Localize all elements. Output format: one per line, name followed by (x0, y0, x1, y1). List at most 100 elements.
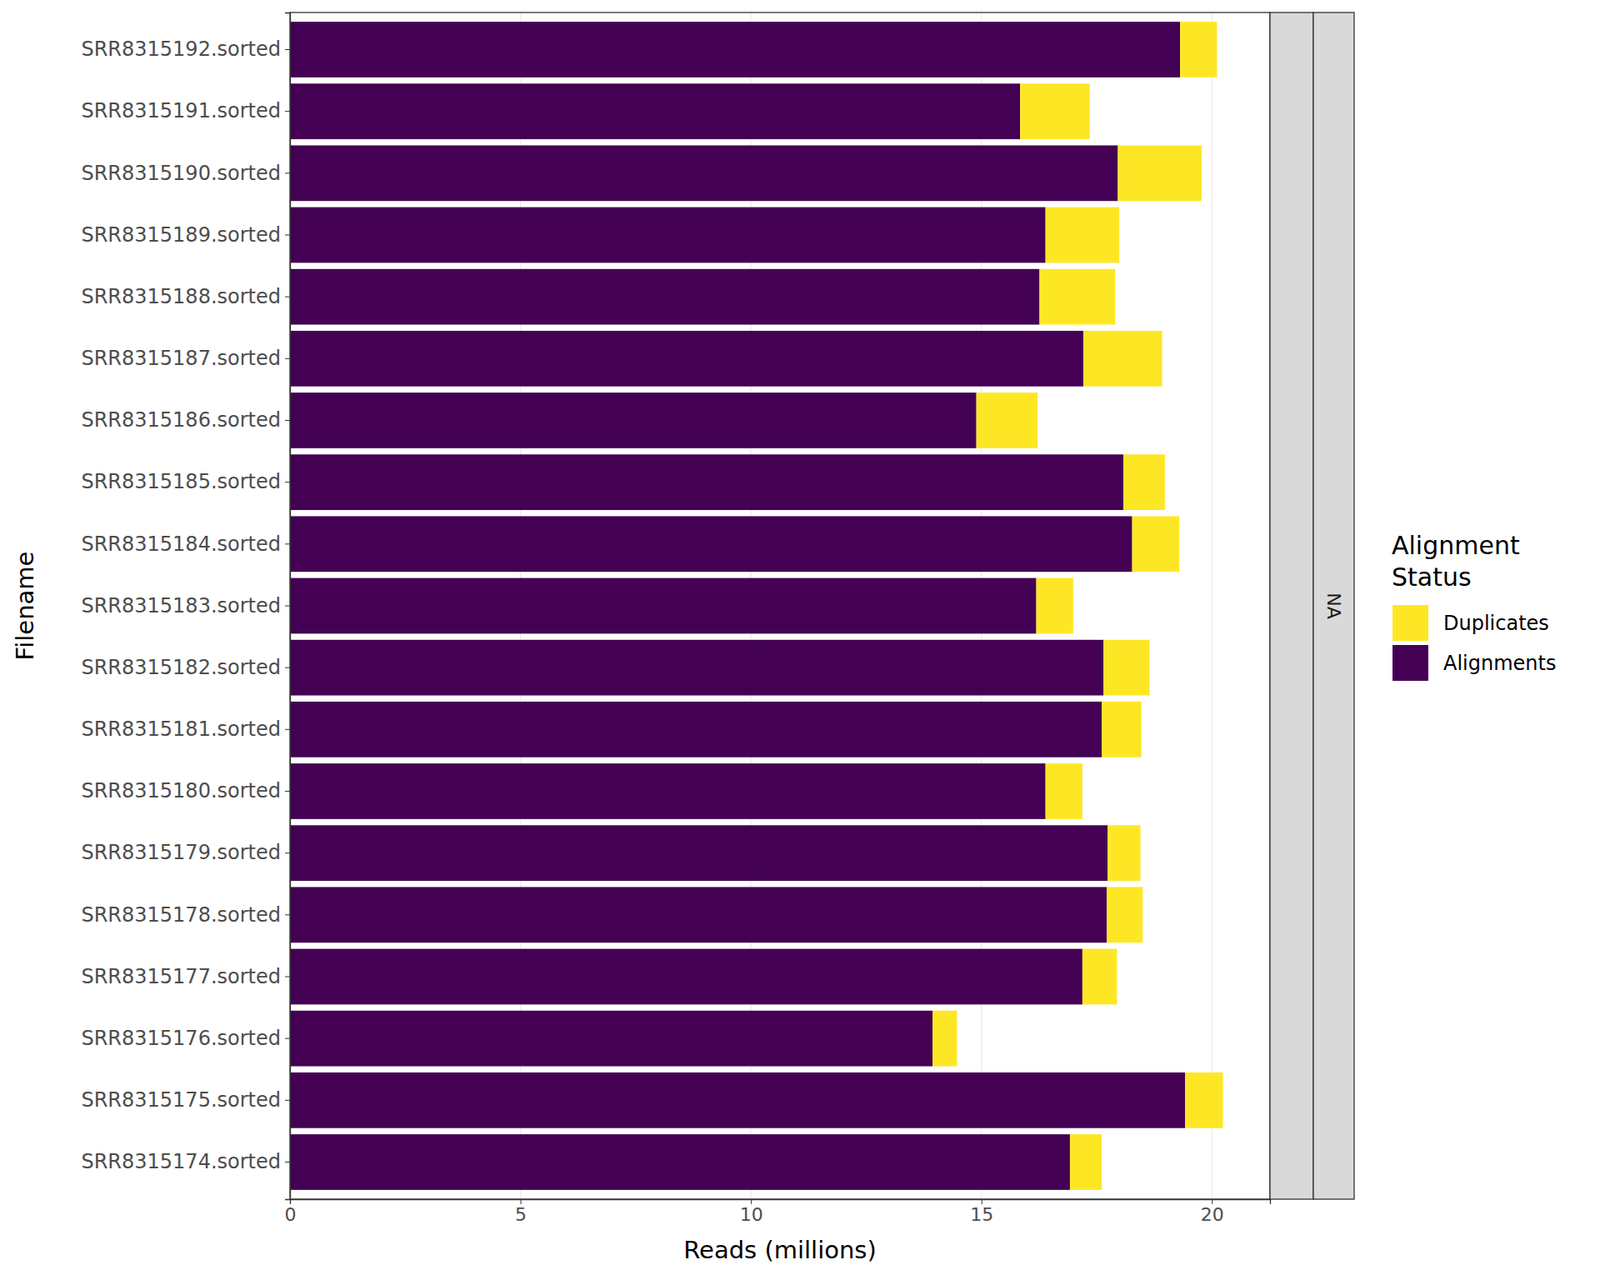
legend-title: AlignmentStatus (1391, 530, 1520, 592)
x-tick: 20 (1200, 1199, 1225, 1225)
bar (290, 763, 1046, 820)
y-tick-mark (285, 1038, 290, 1040)
bar (1180, 21, 1217, 78)
y-tick-label: SRR8315185.sorted (80, 470, 281, 494)
x-axis-title: Reads (millions) (683, 1235, 877, 1265)
bar (1082, 949, 1117, 1005)
x-tick-label: 10 (740, 1204, 764, 1225)
bar (1070, 1134, 1102, 1190)
bar (976, 392, 1039, 449)
bar (1020, 83, 1090, 140)
bars (290, 21, 1224, 1190)
bar (290, 701, 1102, 758)
y-tick-mark (285, 790, 290, 792)
y-tick-mark (285, 543, 290, 545)
y-tick: SRR8315183.sorted (80, 594, 290, 618)
bar (290, 392, 977, 449)
y-tick: SRR8315191.sorted (80, 99, 290, 123)
bar (1103, 640, 1150, 696)
bar (290, 269, 1040, 325)
bar (1039, 269, 1115, 325)
legend-label: Alignments (1443, 651, 1556, 675)
y-tick-mark (285, 667, 290, 669)
legend-swatch (1392, 645, 1429, 681)
x-axis: 05101520 (285, 1199, 1271, 1225)
y-tick: SRR8315180.sorted (80, 779, 290, 803)
facet-label: NA (1323, 592, 1345, 620)
bar (290, 578, 1037, 635)
y-tick-label: SRR8315174.sorted (80, 1150, 281, 1174)
y-tick: SRR8315179.sorted (80, 840, 290, 865)
y-tick: SRR8315189.sorted (80, 223, 290, 247)
y-tick-label: SRR8315178.sorted (80, 903, 281, 927)
y-tick-mark (285, 976, 290, 978)
bar (290, 1010, 933, 1067)
y-tick-label: SRR8315184.sorted (80, 532, 281, 556)
grid (290, 12, 1212, 1200)
y-tick-label: SRR8315191.sorted (80, 99, 281, 123)
y-tick: SRR8315176.sorted (80, 1026, 290, 1050)
y-tick-mark (285, 358, 290, 360)
y-tick: SRR8315182.sorted (80, 655, 290, 680)
x-tick-label: 5 (515, 1204, 527, 1225)
y-tick-label: SRR8315186.sorted (80, 408, 281, 432)
bar (1132, 515, 1180, 572)
y-tick-mark (285, 172, 290, 174)
bar (290, 1134, 1070, 1190)
bar (290, 207, 1046, 264)
y-tick-label: SRR8315187.sorted (80, 346, 281, 370)
y-tick-label: SRR8315189.sorted (80, 223, 281, 247)
y-tick: SRR8315178.sorted (80, 903, 290, 927)
bar (290, 145, 1118, 201)
y-axis-line (285, 13, 291, 1200)
plot-border (290, 12, 1270, 1200)
bar (1107, 825, 1140, 881)
y-tick-mark (285, 852, 290, 854)
bar (290, 21, 1180, 78)
y-tick-label: SRR8315175.sorted (80, 1088, 281, 1112)
bar (290, 454, 1124, 510)
facet-strip (1270, 12, 1314, 1200)
y-tick-label: SRR8315190.sorted (80, 161, 281, 185)
y-tick: SRR8315174.sorted (80, 1150, 290, 1174)
bar (290, 515, 1133, 572)
y-tick-mark (285, 1100, 290, 1101)
bar (290, 1072, 1185, 1129)
bar (1123, 454, 1165, 510)
bar (290, 330, 1084, 387)
y-tick: SRR8315190.sorted (80, 161, 290, 185)
x-tick: 10 (740, 1199, 764, 1225)
y-tick: SRR8315192.sorted (80, 37, 290, 61)
bar (932, 1010, 957, 1067)
bar (290, 886, 1107, 943)
x-tick: 0 (285, 1199, 297, 1225)
y-tick-mark (285, 1161, 290, 1163)
y-tick-mark (285, 420, 290, 421)
y-tick-mark (285, 605, 290, 607)
y-tick-label: SRR8315177.sorted (80, 965, 281, 989)
y-tick: SRR8315177.sorted (80, 965, 290, 989)
bar (1185, 1072, 1223, 1129)
y-tick: SRR8315175.sorted (80, 1088, 290, 1112)
bar (1101, 701, 1142, 758)
bar (290, 825, 1108, 881)
plot-background (290, 12, 1270, 1200)
bar (1117, 145, 1202, 201)
legend-swatch (1392, 605, 1429, 641)
y-tick-label: SRR8315183.sorted (80, 594, 281, 618)
bar (290, 640, 1104, 696)
legend-label: Duplicates (1443, 611, 1550, 635)
y-tick: SRR8315185.sorted (80, 470, 290, 494)
x-axis-line (290, 1200, 1271, 1205)
legend: AlignmentStatus Duplicates Alignments (1391, 530, 1556, 681)
y-axis: SRR8315192.sorted SRR8315191.sorted SRR831… (80, 13, 290, 1200)
y-tick: SRR8315184.sorted (80, 532, 290, 556)
y-tick-mark (285, 914, 290, 915)
y-tick-mark (285, 729, 290, 730)
y-tick-label: SRR8315192.sorted (80, 37, 281, 61)
y-tick-label: SRR8315188.sorted (80, 285, 281, 309)
bar (1045, 763, 1083, 820)
y-tick-label: SRR8315179.sorted (80, 840, 281, 865)
y-tick-label: SRR8315181.sorted (80, 717, 281, 741)
bar (290, 83, 1020, 140)
